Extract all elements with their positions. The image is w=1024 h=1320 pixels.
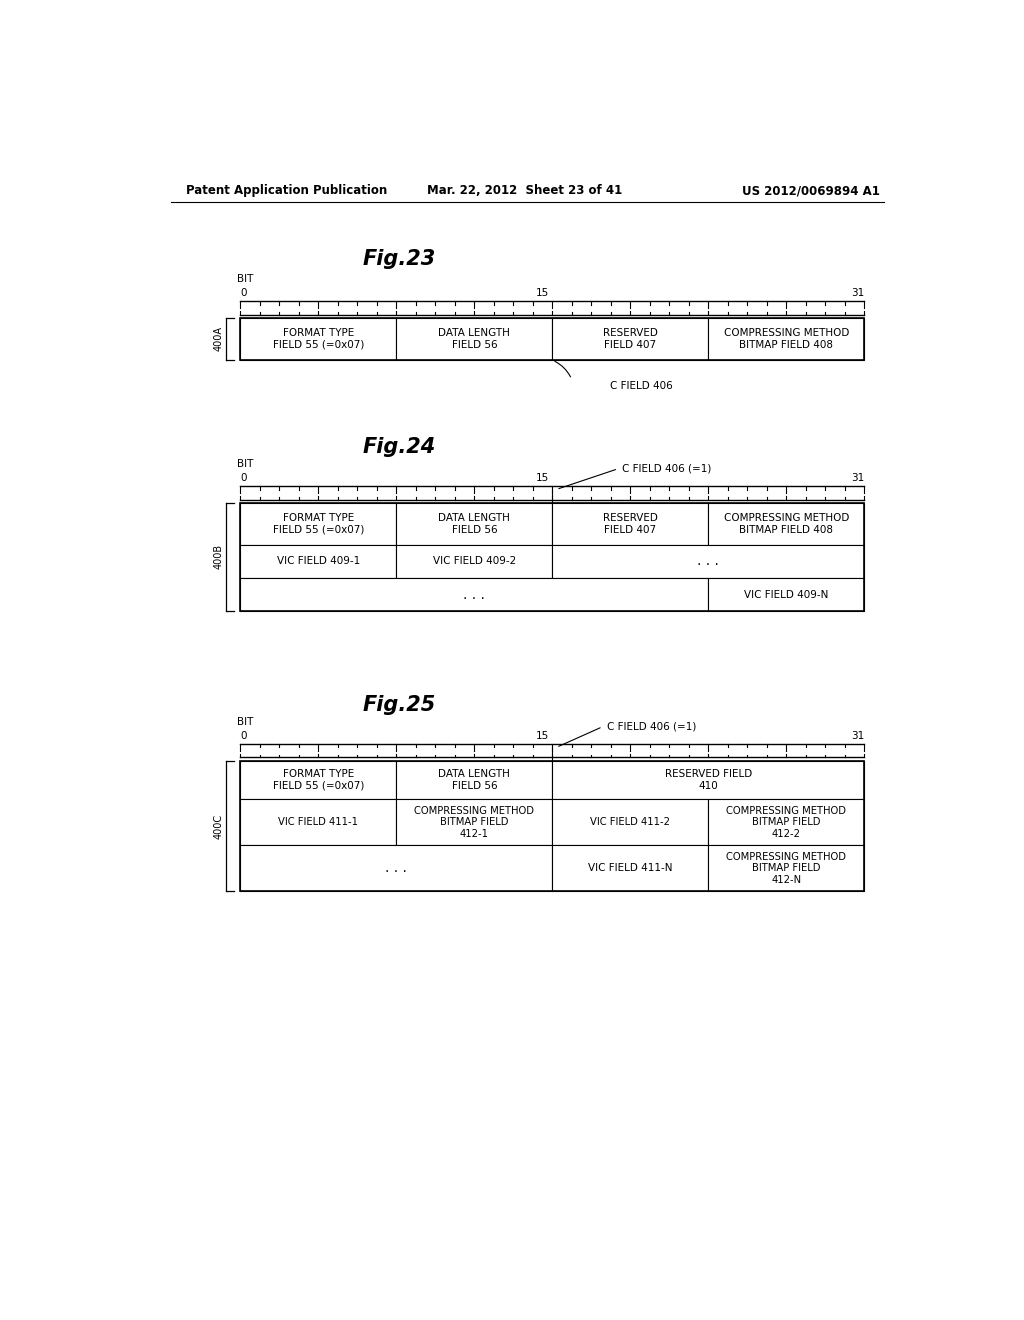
Text: Fig.23: Fig.23	[362, 248, 436, 268]
Text: C FIELD 406 (=1): C FIELD 406 (=1)	[622, 463, 712, 474]
Bar	[709, 799, 864, 845]
Text: RESERVED FIELD
410: RESERVED FIELD 410	[665, 770, 752, 791]
Text: C FIELD 406: C FIELD 406	[610, 380, 673, 391]
Bar	[552, 503, 709, 545]
Bar	[241, 318, 864, 360]
Bar	[241, 799, 396, 845]
Text: DATA LENGTH
FIELD 56: DATA LENGTH FIELD 56	[438, 329, 510, 350]
Bar	[552, 318, 709, 360]
Bar	[709, 845, 864, 891]
Bar	[241, 318, 396, 360]
Bar	[396, 503, 552, 545]
Text: . . .: . . .	[697, 554, 719, 569]
Text: VIC FIELD 409-N: VIC FIELD 409-N	[744, 590, 828, 599]
Text: US 2012/0069894 A1: US 2012/0069894 A1	[741, 185, 880, 197]
Bar	[241, 760, 396, 799]
Text: FORMAT TYPE
FIELD 55 (=0x07): FORMAT TYPE FIELD 55 (=0x07)	[272, 770, 365, 791]
Bar	[552, 545, 864, 578]
Text: VIC FIELD 409-1: VIC FIELD 409-1	[276, 557, 360, 566]
Text: FORMAT TYPE
FIELD 55 (=0x07): FORMAT TYPE FIELD 55 (=0x07)	[272, 329, 365, 350]
Bar	[552, 760, 864, 799]
Text: . . .: . . .	[464, 587, 485, 602]
Text: Mar. 22, 2012  Sheet 23 of 41: Mar. 22, 2012 Sheet 23 of 41	[427, 185, 623, 197]
Text: 400C: 400C	[214, 813, 223, 838]
Bar	[241, 845, 552, 891]
Text: 0: 0	[241, 473, 247, 483]
Text: 31: 31	[851, 473, 864, 483]
Text: COMPRESSING METHOD
BITMAP FIELD
412-N: COMPRESSING METHOD BITMAP FIELD 412-N	[726, 851, 846, 884]
Text: Patent Application Publication: Patent Application Publication	[186, 185, 387, 197]
Bar	[396, 545, 552, 578]
Text: 0: 0	[241, 731, 247, 741]
Text: COMPRESSING METHOD
BITMAP FIELD
412-1: COMPRESSING METHOD BITMAP FIELD 412-1	[415, 805, 535, 838]
Bar	[241, 503, 864, 611]
Text: BIT: BIT	[237, 275, 253, 284]
Text: VIC FIELD 411-N: VIC FIELD 411-N	[588, 863, 673, 874]
Text: DATA LENGTH
FIELD 56: DATA LENGTH FIELD 56	[438, 513, 510, 535]
Text: C FIELD 406 (=1): C FIELD 406 (=1)	[606, 722, 696, 731]
Bar	[552, 799, 709, 845]
Text: RESERVED
FIELD 407: RESERVED FIELD 407	[603, 329, 657, 350]
Text: 0: 0	[241, 288, 247, 298]
Text: BIT: BIT	[237, 717, 253, 727]
Bar	[241, 545, 396, 578]
Text: 15: 15	[536, 731, 549, 741]
Text: BIT: BIT	[237, 459, 253, 469]
Bar	[709, 503, 864, 545]
Bar	[709, 578, 864, 611]
Text: VIC FIELD 411-1: VIC FIELD 411-1	[279, 817, 358, 828]
Bar	[241, 578, 709, 611]
Bar	[241, 760, 864, 891]
Bar	[396, 760, 552, 799]
Text: 15: 15	[536, 473, 549, 483]
Text: 31: 31	[851, 288, 864, 298]
Text: FORMAT TYPE
FIELD 55 (=0x07): FORMAT TYPE FIELD 55 (=0x07)	[272, 513, 365, 535]
Text: COMPRESSING METHOD
BITMAP FIELD
412-2: COMPRESSING METHOD BITMAP FIELD 412-2	[726, 805, 846, 838]
Bar	[709, 318, 864, 360]
Text: COMPRESSING METHOD
BITMAP FIELD 408: COMPRESSING METHOD BITMAP FIELD 408	[724, 329, 849, 350]
Text: VIC FIELD 411-2: VIC FIELD 411-2	[590, 817, 671, 828]
Text: . . .: . . .	[385, 862, 408, 875]
Bar	[241, 503, 396, 545]
Text: RESERVED
FIELD 407: RESERVED FIELD 407	[603, 513, 657, 535]
Bar	[396, 799, 552, 845]
Text: VIC FIELD 409-2: VIC FIELD 409-2	[433, 557, 516, 566]
Text: Fig.24: Fig.24	[362, 437, 436, 457]
Bar	[396, 318, 552, 360]
Text: 400A: 400A	[214, 326, 223, 351]
Bar	[552, 845, 709, 891]
Text: 31: 31	[851, 731, 864, 741]
Text: 400B: 400B	[214, 544, 223, 569]
Text: DATA LENGTH
FIELD 56: DATA LENGTH FIELD 56	[438, 770, 510, 791]
Text: Fig.25: Fig.25	[362, 696, 436, 715]
Text: COMPRESSING METHOD
BITMAP FIELD 408: COMPRESSING METHOD BITMAP FIELD 408	[724, 513, 849, 535]
Text: 15: 15	[536, 288, 549, 298]
